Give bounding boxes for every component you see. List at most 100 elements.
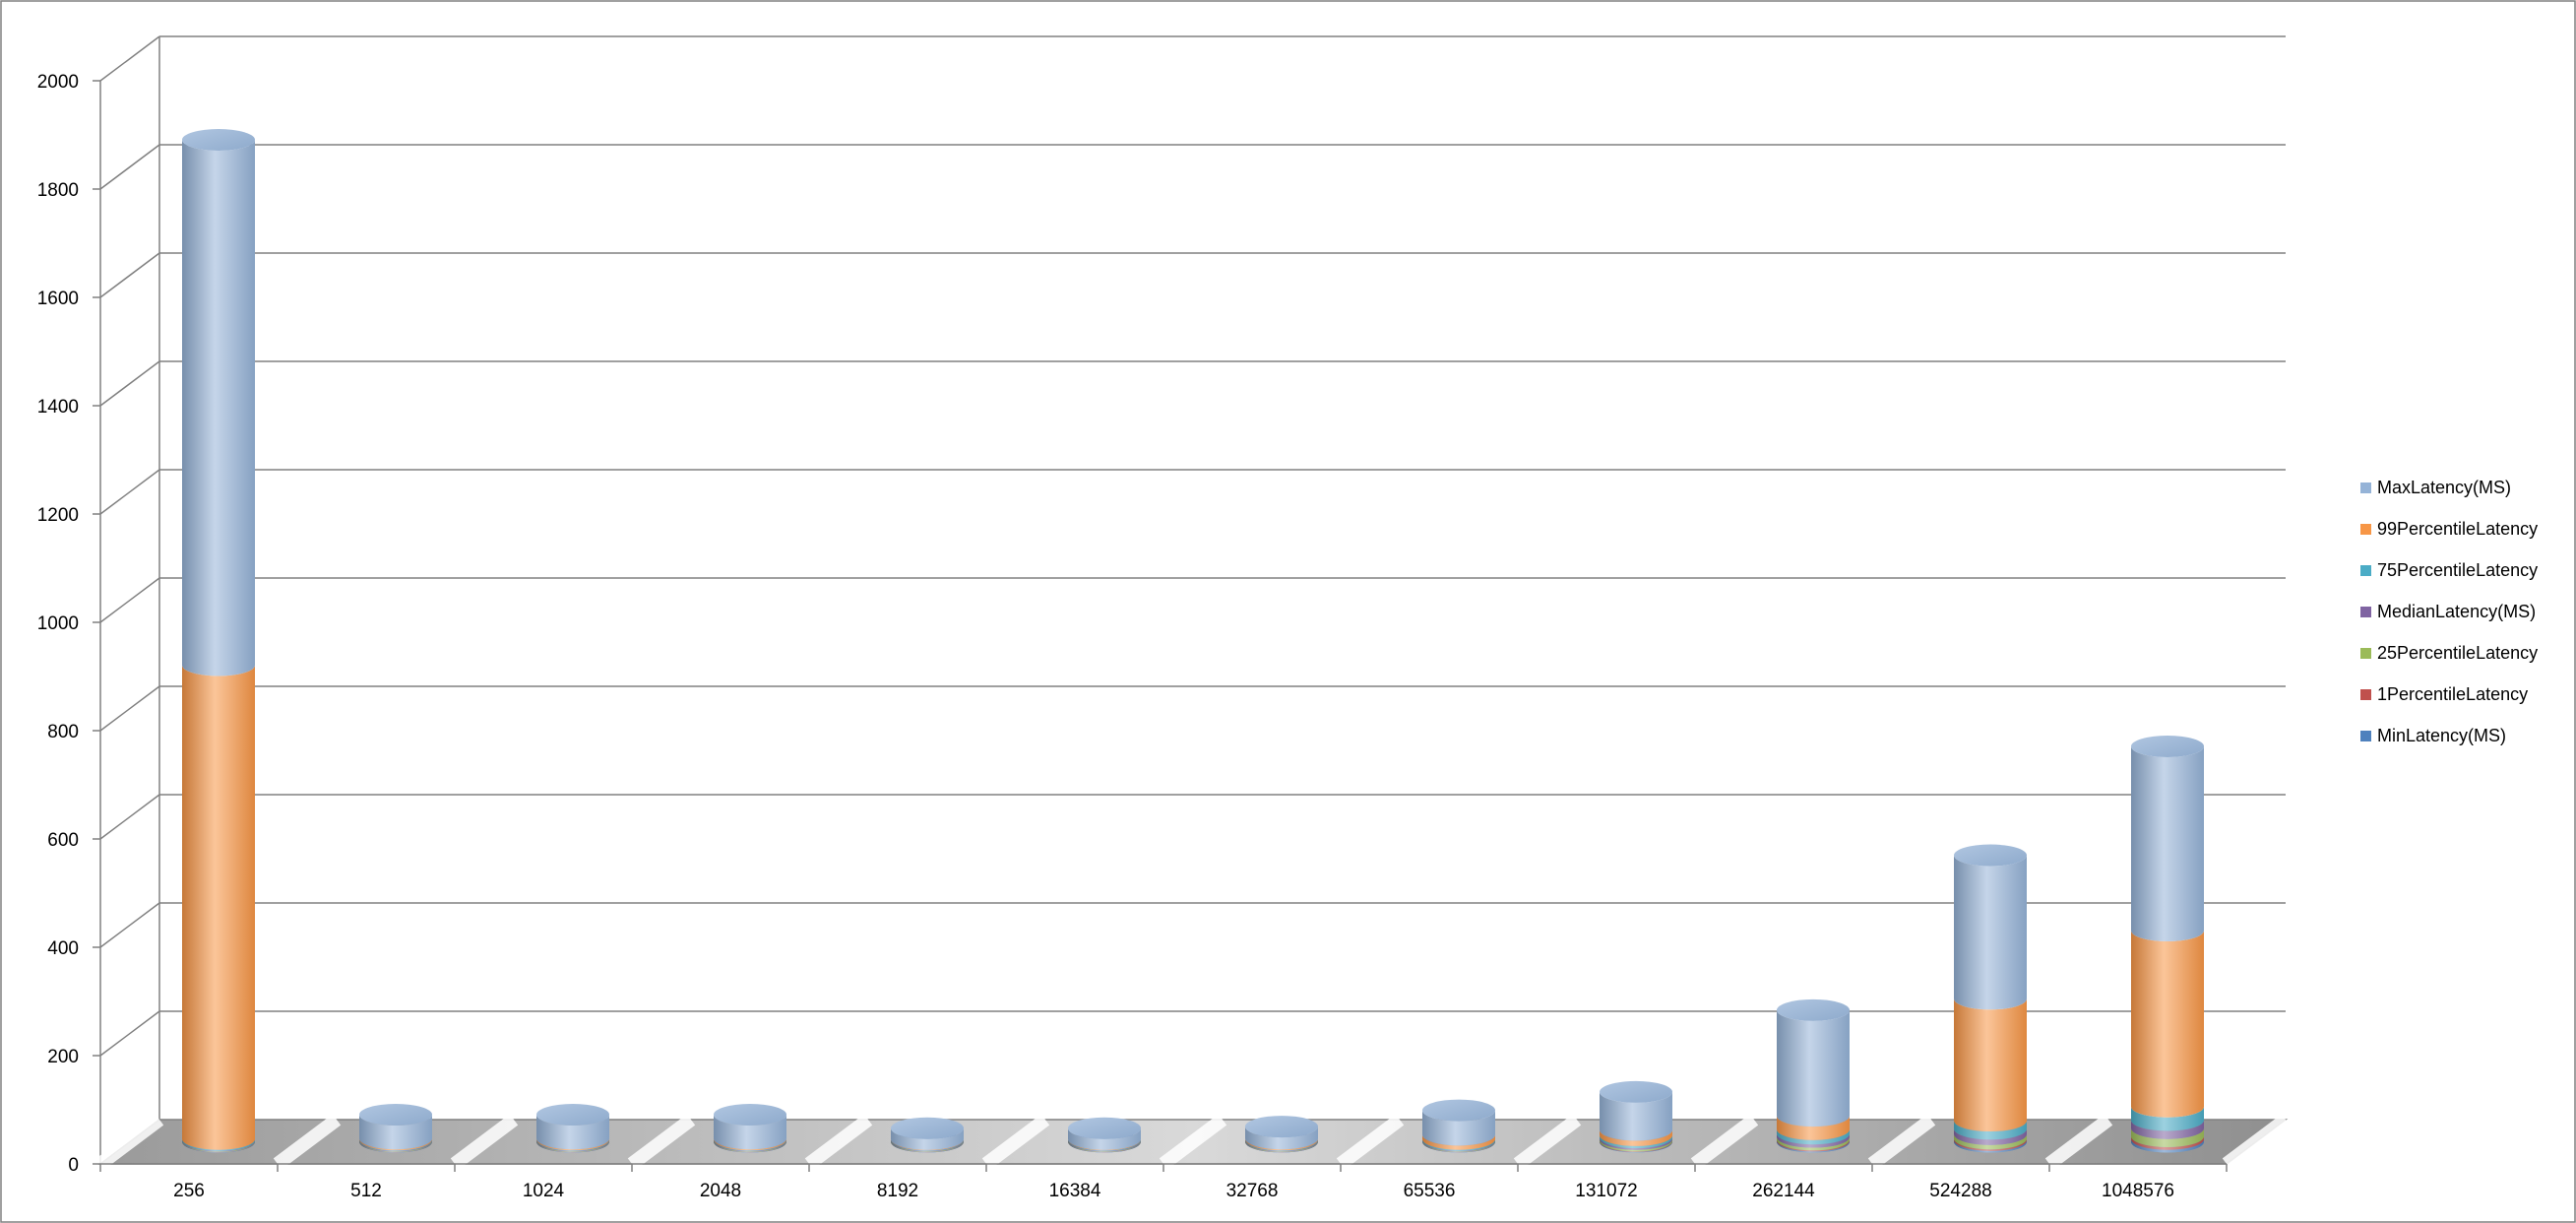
legend-swatch [2360,524,2371,535]
bar-segment [1600,1129,1672,1146]
gridline-side [99,902,160,948]
y-tick-label: 1400 [37,397,79,418]
gridline-side [99,685,160,732]
legend-swatch [2360,607,2371,617]
gridline-side [99,144,160,190]
bar-segment [1422,1134,1495,1150]
bar-stack-2048 [714,1104,786,1153]
y-tick-label: 800 [47,722,79,742]
y-tick-label: 200 [47,1047,79,1067]
bar-top [1600,1080,1672,1103]
floor-stripe [1336,1114,1405,1170]
bar-segment [714,1115,786,1150]
floor-stripe [2222,1114,2291,1170]
legend-item: 75PercentileLatency [2360,560,2538,580]
bar-segment [1777,1009,1850,1127]
bar-stack-1024 [536,1104,609,1153]
legend-item: 25PercentileLatency [2360,643,2538,663]
y-tick-label: 0 [68,1155,79,1176]
bar-segment [1954,998,2027,1132]
bar-segment [1954,1133,2027,1150]
legend-label: 99PercentileLatency [2377,519,2538,539]
legend-label: 75PercentileLatency [2377,560,2538,580]
bar-stack-8192 [891,1117,964,1153]
bar-top [1954,844,2027,867]
bar-stack-32768 [1245,1116,1318,1153]
bar-top [1245,1116,1318,1138]
bar-top [182,129,255,151]
bar-segment [2131,746,2204,941]
y-tick-label: 600 [47,830,79,851]
floor-stripe [1513,1114,1582,1170]
y-tick-label: 1000 [37,613,79,634]
x-axis: 256 512 1024 2048 8192 16384 32768 65536 131072 2… [99,1163,2228,1201]
bar-segment [1954,1128,2027,1145]
x-tick-label: 32768 [1226,1181,1279,1201]
floor-stripe [1159,1114,1227,1170]
floor-stripe [95,1114,164,1170]
y-tick-label: 1800 [37,180,79,201]
bar-stack-512 [359,1104,432,1153]
bar-top [1422,1099,1495,1122]
bar-stack-256 [182,129,255,1153]
bar-stack-16384 [1068,1117,1141,1153]
legend-item: MedianLatency(MS) [2360,602,2536,621]
x-tick-label: 262144 [1752,1181,1815,1201]
x-tick-label: 8192 [877,1181,918,1201]
bar-segment [359,1115,432,1150]
bar-segment [1777,1116,1850,1140]
bar-top [359,1104,432,1126]
bar-segment [1777,1128,1850,1145]
legend-swatch [2360,689,2371,700]
x-tick-label: 512 [350,1181,382,1201]
bar-stack-131072 [1600,1080,1672,1153]
legend-item: MaxLatency(MS) [2360,478,2511,497]
legend-label: 1PercentileLatency [2377,684,2528,704]
chart-floor [95,1114,2291,1170]
floor-stripe [450,1114,519,1170]
bar-segment [1777,1133,1850,1148]
bar-segment [2131,1127,2204,1147]
floor-stripe [981,1114,1050,1170]
y-tick-label: 2000 [37,72,79,93]
floor-stripe [2044,1114,2113,1170]
bar-segment [182,140,255,676]
bar-segment [1954,1121,2027,1140]
y-axis: 0 200 400 600 800 1000 1200 1400 1600 1800 2000 [37,72,100,1176]
floor-stripe [273,1114,342,1170]
legend-swatch [2360,483,2371,493]
bar-segment [2131,1106,2204,1131]
bar-segment [182,665,255,1150]
bar-stack-1048576 [2131,736,2204,1153]
bar-top [1068,1117,1141,1139]
bar-top [536,1104,609,1126]
gridline-side [99,794,160,840]
legend: MaxLatency(MS) 99PercentileLatency 75Perce… [2360,478,2538,745]
gridline-side [99,360,160,407]
bar-stack-262144 [1777,998,1850,1153]
bar-segment [1777,1136,1850,1151]
x-tick-label: 2048 [700,1181,741,1201]
gridline-side [99,35,160,82]
bar-segment [1422,1110,1495,1146]
bar-top [2131,736,2204,757]
bar-segment [2131,1120,2204,1139]
legend-label: MedianLatency(MS) [2377,602,2536,621]
legend-swatch [2360,648,2371,659]
x-tick-label: 1024 [523,1181,565,1201]
legend-item: 99PercentileLatency [2360,519,2538,539]
floor-stripe [804,1114,873,1170]
bar-segment [536,1115,609,1150]
legend-swatch [2360,565,2371,576]
x-tick-label: 16384 [1049,1181,1101,1201]
x-tick-label: 1048576 [2102,1181,2174,1201]
legend-label: 25PercentileLatency [2377,643,2538,663]
bar-top [891,1117,964,1139]
y-tick-label: 400 [47,938,79,959]
x-tick-label: 256 [173,1181,205,1201]
gridline-side [99,577,160,623]
bar-segment [1245,1126,1318,1150]
gridlines [99,35,2286,1165]
